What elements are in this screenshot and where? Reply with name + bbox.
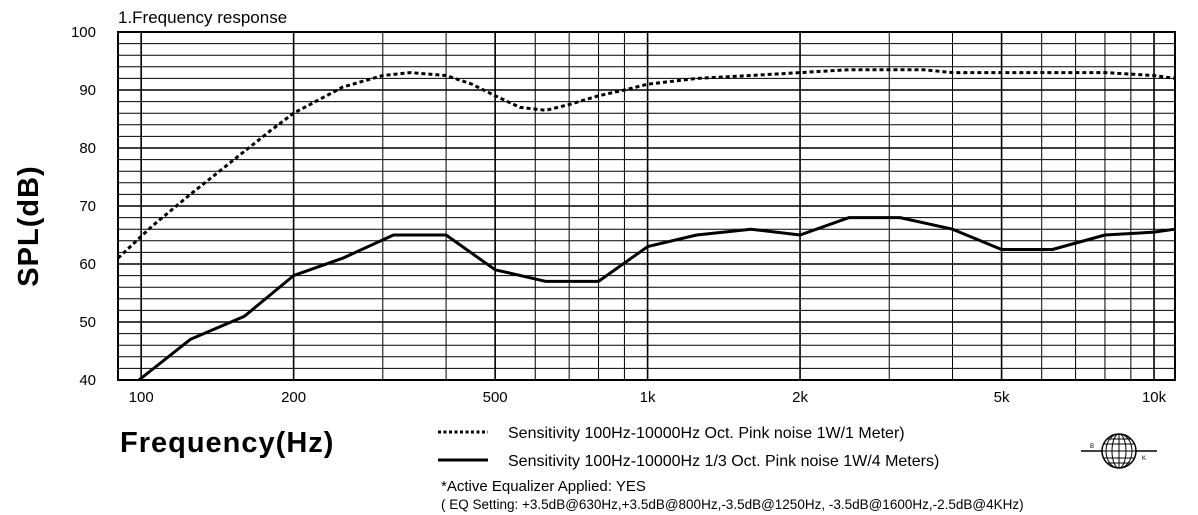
eq-setting-note: ( EQ Setting: +3.5dB@630Hz,+3.5dB@800Hz,…: [441, 497, 1024, 512]
logo-letter-right: K: [1142, 456, 1146, 462]
x-tick-label: 10k: [1142, 389, 1167, 406]
y-tick-label: 40: [79, 372, 96, 389]
x-tick-label: 1k: [640, 389, 656, 406]
legend-label-1: Sensitivity 100Hz-10000Hz Oct. Pink nois…: [508, 425, 905, 442]
series-line-third-oct-4m: [138, 216, 1176, 382]
x-tick-label: 200: [281, 389, 306, 406]
x-tick-label: 5k: [994, 389, 1010, 406]
legend-label-2: Sensitivity 100Hz-10000Hz 1/3 Oct. Pink …: [508, 453, 939, 470]
plot-grid: [117, 31, 1175, 381]
plot-border: [117, 31, 1176, 381]
y-tick-label: 50: [79, 314, 96, 331]
y-tick-label: 80: [79, 140, 96, 157]
logo-letter-left: B: [1090, 444, 1094, 450]
x-tick-label: 100: [129, 389, 154, 406]
y-tick-label: 70: [79, 198, 96, 215]
plot-frame: [117, 31, 1176, 381]
legend: Sensitivity 100Hz-10000Hz Oct. Pink nois…: [438, 425, 939, 470]
x-axis-label: Frequency(Hz): [120, 427, 334, 459]
y-tick-label: 90: [79, 82, 96, 99]
eq-applied-note: *Active Equalizer Applied: YES: [441, 478, 646, 495]
tick-labels: 40 50 60 70 80 90 100 100 200 500 1k 2k 5k 10k: [71, 24, 1167, 406]
chart-subtitle: 1.Frequency response: [118, 8, 287, 27]
brand-logo: B K: [1081, 433, 1157, 469]
series-layer: [116, 68, 1176, 382]
x-tick-label: 500: [483, 389, 508, 406]
y-tick-label: 100: [71, 24, 96, 41]
y-tick-label: 60: [79, 256, 96, 273]
x-tick-label: 2k: [792, 389, 808, 406]
y-axis-label: SPL(dB): [13, 165, 45, 286]
series-line-oct-1m: [116, 68, 1176, 260]
